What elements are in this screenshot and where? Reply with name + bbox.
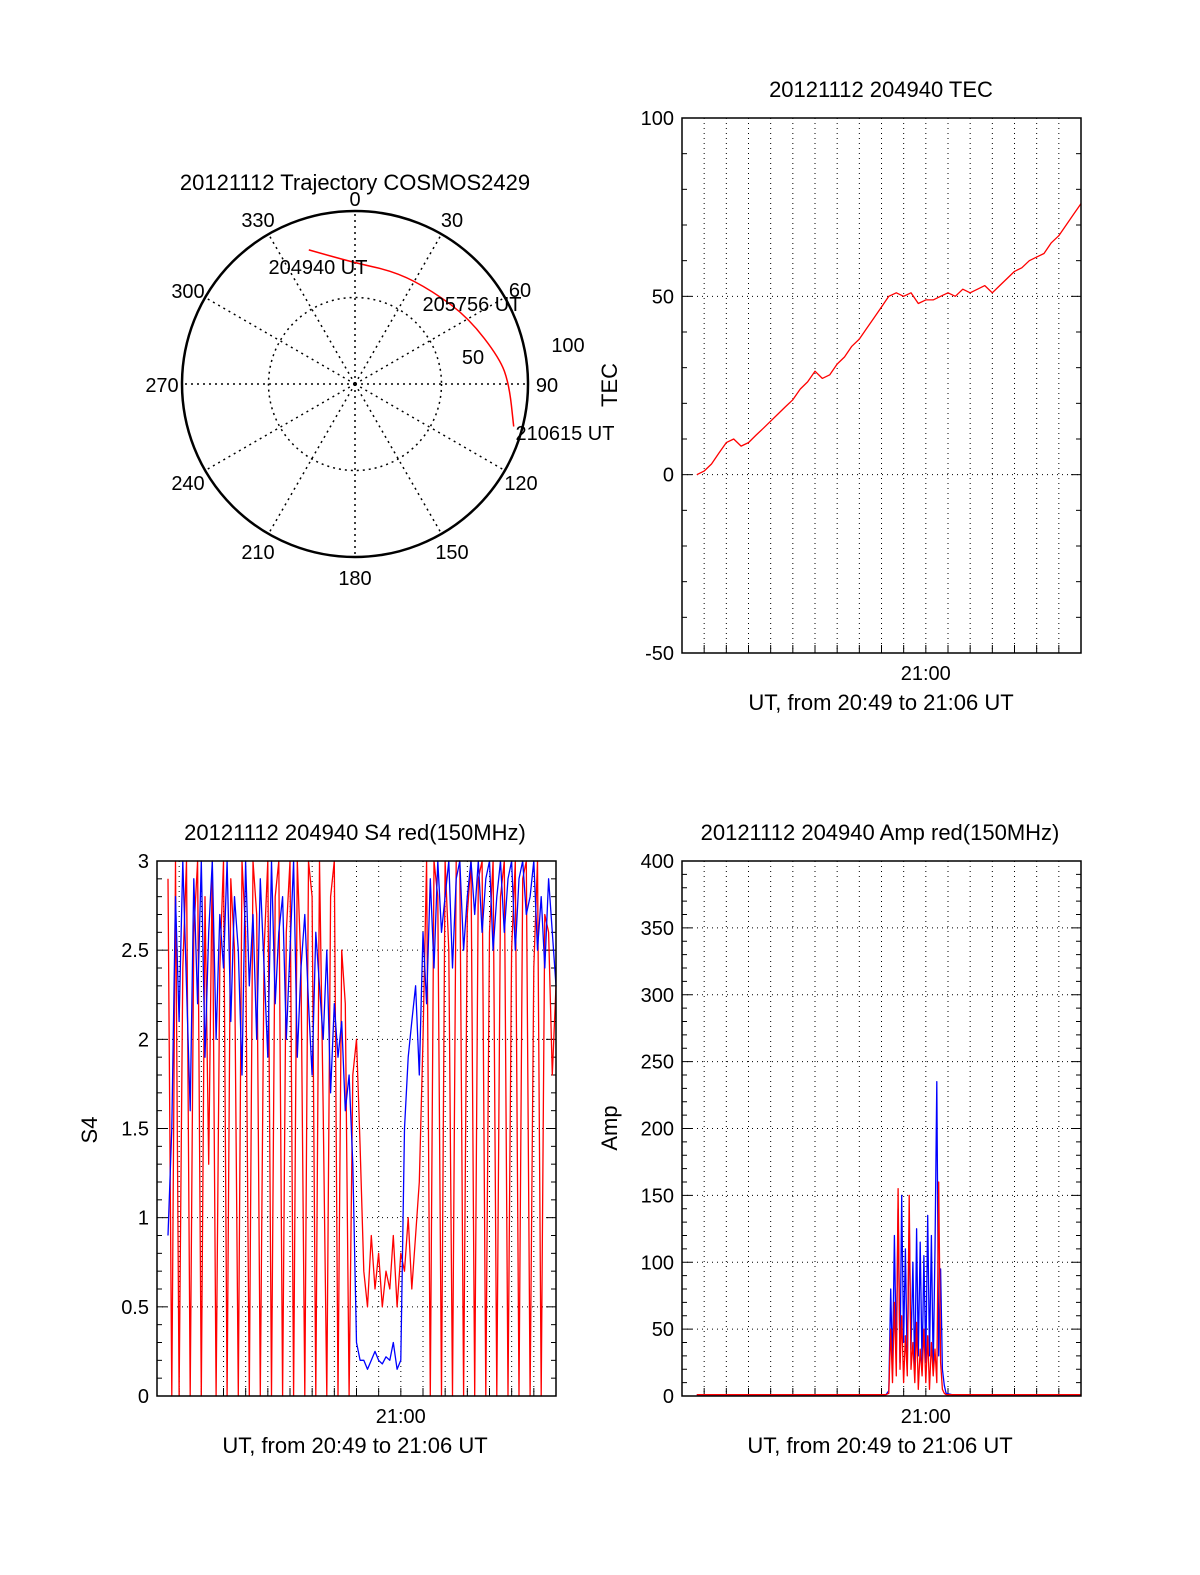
series-line xyxy=(696,1081,1081,1396)
y-tick-label: 100 xyxy=(641,108,674,130)
y-tick-label: 2.5 xyxy=(121,940,149,962)
series-line xyxy=(167,860,557,1370)
tec-chart: 20121112 204940 TEC TEC UT, from 20:49 t… xyxy=(597,77,1082,715)
s4-chart: 20121112 204940 S4 red(150MHz) S4 UT, fr… xyxy=(77,820,557,1458)
plot-frame xyxy=(156,860,557,1397)
polar-spoke-300 xyxy=(204,296,356,385)
tec-x-axis-label: UT, from 20:49 to 21:06 UT xyxy=(748,690,1013,715)
y-tick-label: 3 xyxy=(138,851,149,873)
x-tick-label: 21:00 xyxy=(376,1406,426,1428)
series-line xyxy=(696,1181,1081,1396)
trajectory-time-label: 205756 UT xyxy=(423,294,522,316)
polar-azimuth-label: 240 xyxy=(171,473,204,495)
polar-spoke-120 xyxy=(354,383,506,472)
y-tick-label: 50 xyxy=(652,1319,674,1341)
polar-spoke-150 xyxy=(354,383,443,535)
polar-spoke-240 xyxy=(204,383,356,472)
y-tick-label: 1.5 xyxy=(121,1119,149,1141)
amp-y-axis-label: Amp xyxy=(597,1105,622,1150)
y-tick-label: 0 xyxy=(663,1386,674,1408)
polar-spoke-30 xyxy=(354,233,443,385)
y-tick-label: 1 xyxy=(138,1208,149,1230)
polar-outer-ring xyxy=(180,209,530,559)
amp-plot-area: 0 50 100 150 200 250 300 350 400 21:00 xyxy=(641,851,1082,1428)
y-tick-label: 0 xyxy=(138,1386,149,1408)
s4-y-axis-label: S4 xyxy=(77,1117,102,1144)
polar-azimuth-label: 0 xyxy=(349,189,360,211)
amp-x-axis-label: UT, from 20:49 to 21:06 UT xyxy=(747,1433,1012,1458)
y-tick-label: 2 xyxy=(138,1029,149,1051)
s4-plot-area: 0 0.5 1 1.5 2 2.5 3 21:00 xyxy=(121,851,557,1428)
y-tick-label: 0 xyxy=(663,465,674,487)
plot-frame xyxy=(681,117,1082,654)
y-tick-label: 300 xyxy=(641,985,674,1007)
polar-azimuth-label: 120 xyxy=(504,473,537,495)
y-tick-label: 400 xyxy=(641,851,674,873)
polar-ring-50 xyxy=(267,296,443,472)
trajectory-radius-labels: 50 100 xyxy=(462,335,585,369)
trajectory-time-label: 204940 UT xyxy=(269,257,368,279)
y-tick-label: 200 xyxy=(641,1119,674,1141)
s4-title: 20121112 204940 S4 red(150MHz) xyxy=(184,820,526,845)
series-line xyxy=(696,203,1082,476)
plot-frame xyxy=(681,860,1082,1397)
polar-azimuth-label: 90 xyxy=(536,375,558,397)
trajectory-track xyxy=(308,249,515,427)
amp-chart: 20121112 204940 Amp red(150MHz) Amp UT, … xyxy=(597,820,1082,1458)
y-tick-label: 100 xyxy=(641,1252,674,1274)
y-tick-label: 150 xyxy=(641,1185,674,1207)
y-tick-label: 0.5 xyxy=(121,1297,149,1319)
polar-azimuth-label: 150 xyxy=(435,542,468,564)
x-tick-label: 21:00 xyxy=(901,663,951,685)
x-tick-label: 21:00 xyxy=(901,1406,951,1428)
trajectory-azimuth-labels: 0 30 60 90 120 150 180 210 240 270 300 330 xyxy=(145,189,558,590)
polar-radius-label: 100 xyxy=(551,335,584,357)
y-tick-label: 250 xyxy=(641,1052,674,1074)
trajectory-time-labels: 204940 UT 205756 UT 210615 UT xyxy=(269,257,615,445)
polar-azimuth-label: 60 xyxy=(509,280,531,302)
s4-x-axis-label: UT, from 20:49 to 21:06 UT xyxy=(222,1433,487,1458)
tec-plot-area: -50 0 50 100 21:00 xyxy=(641,108,1082,685)
polar-azimuth-label: 330 xyxy=(241,210,274,232)
y-tick-label: 350 xyxy=(641,918,674,940)
polar-azimuth-label: 180 xyxy=(338,568,371,590)
polar-azimuth-label: 270 xyxy=(145,375,178,397)
trajectory-line xyxy=(308,249,515,427)
polar-spoke-60 xyxy=(354,296,506,385)
polar-azimuth-label: 30 xyxy=(441,210,463,232)
amp-title: 20121112 204940 Amp red(150MHz) xyxy=(701,820,1060,845)
y-tick-label: -50 xyxy=(645,643,674,665)
tec-y-axis-label: TEC xyxy=(597,363,622,407)
polar-spoke-210 xyxy=(267,383,356,535)
polar-azimuth-label: 300 xyxy=(171,281,204,303)
trajectory-grid xyxy=(180,209,530,559)
trajectory-polar-chart: 20121112 Trajectory COSMOS2429 0 30 60 90 12… xyxy=(145,170,614,590)
polar-azimuth-label: 210 xyxy=(241,542,274,564)
y-tick-label: 50 xyxy=(652,286,674,308)
tec-title: 20121112 204940 TEC xyxy=(769,77,993,102)
polar-spoke-330 xyxy=(267,233,356,385)
trajectory-time-label: 210615 UT xyxy=(516,423,615,445)
trajectory-title: 20121112 Trajectory COSMOS2429 xyxy=(180,170,530,195)
polar-radius-label: 50 xyxy=(462,347,484,369)
